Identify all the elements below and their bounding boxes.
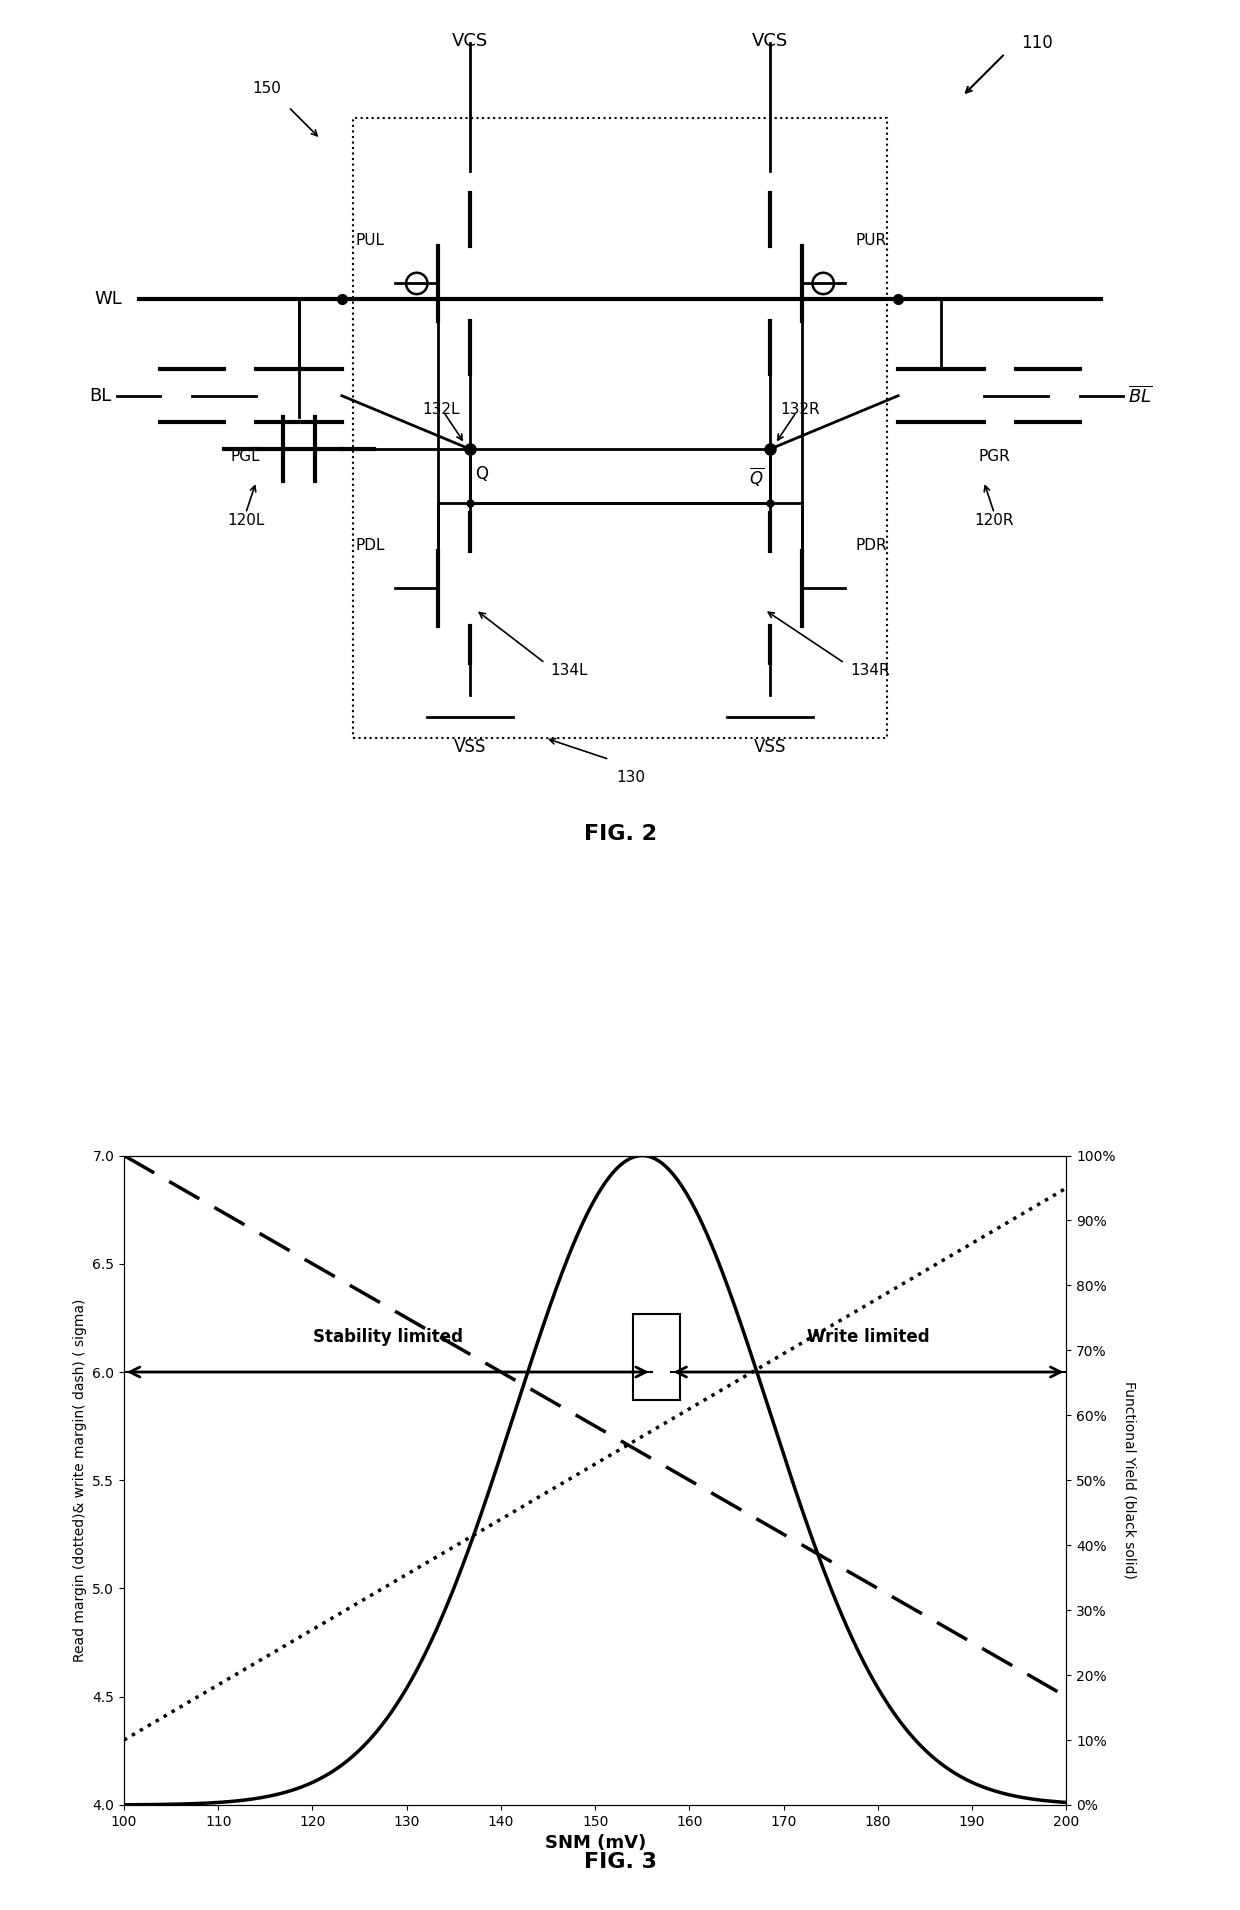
Text: PDL: PDL: [355, 539, 384, 554]
Text: PGL: PGL: [231, 449, 260, 464]
Text: 134R: 134R: [849, 663, 889, 678]
Text: PDR: PDR: [856, 539, 887, 554]
Text: PUL: PUL: [356, 233, 384, 248]
Text: WL: WL: [95, 290, 123, 309]
Text: 130: 130: [616, 770, 645, 785]
Text: 120R: 120R: [975, 514, 1014, 529]
Text: FIG. 2: FIG. 2: [584, 825, 656, 844]
X-axis label: SNM (mV): SNM (mV): [544, 1834, 646, 1853]
Text: VCS: VCS: [453, 32, 489, 50]
Text: BL: BL: [89, 386, 112, 405]
Text: VSS: VSS: [454, 737, 486, 756]
Text: Q: Q: [476, 466, 489, 483]
Text: 110: 110: [1021, 34, 1053, 52]
Text: FIG. 3: FIG. 3: [584, 1853, 656, 1872]
Bar: [632, 1314, 680, 1400]
Text: VCS: VCS: [751, 32, 787, 50]
Text: PUR: PUR: [856, 233, 887, 248]
Text: PGR: PGR: [978, 449, 1011, 464]
Text: 132R: 132R: [780, 403, 820, 416]
Y-axis label: Functional Yield (black solid): Functional Yield (black solid): [1122, 1381, 1136, 1580]
Text: $\overline{Q}$: $\overline{Q}$: [749, 466, 764, 489]
Text: 120L: 120L: [227, 514, 264, 529]
Text: 132L: 132L: [422, 403, 460, 416]
Y-axis label: Read margin (dotted)& write margin( dash) ( sigma): Read margin (dotted)& write margin( dash…: [73, 1299, 87, 1662]
Text: 134L: 134L: [551, 663, 588, 678]
Text: Write limited: Write limited: [807, 1327, 930, 1347]
Text: $\overline{BL}$: $\overline{BL}$: [1128, 386, 1152, 407]
Text: VSS: VSS: [754, 737, 786, 756]
Text: Stability limited: Stability limited: [312, 1327, 463, 1347]
Text: 150: 150: [253, 82, 281, 96]
Bar: [352, 118, 888, 737]
